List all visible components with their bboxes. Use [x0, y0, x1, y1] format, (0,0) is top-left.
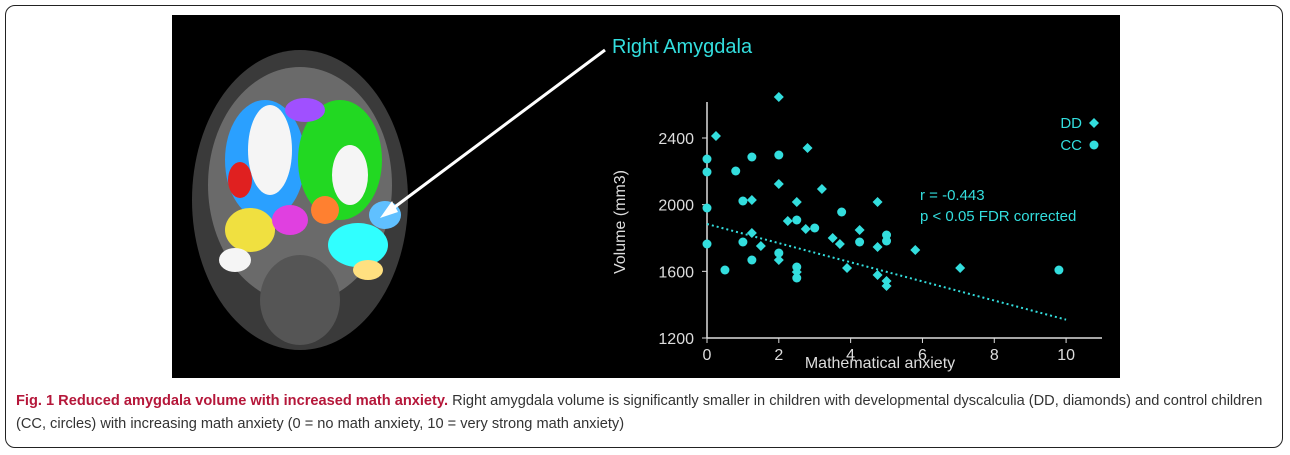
x-tick-label: 10	[1057, 347, 1075, 364]
circle-point	[747, 153, 756, 162]
circle-point	[703, 155, 712, 164]
brain-image	[192, 50, 408, 350]
circle-point	[774, 151, 783, 160]
circle-point	[703, 168, 712, 177]
circle-point	[738, 238, 747, 247]
caption: Fig. 1 Reduced amygdala volume with incr…	[16, 390, 1278, 436]
x-tick-label: 0	[703, 347, 712, 364]
circle-point	[1054, 266, 1063, 275]
circle-point	[855, 238, 864, 247]
chart: Right Amygdala Mathematical anxiety Volu…	[0, 0, 1290, 455]
x-tick-label: 4	[846, 347, 855, 364]
y-tick-label: 2000	[658, 198, 694, 215]
x-tick-label: 8	[990, 347, 999, 364]
legend-label: CC	[1060, 137, 1082, 154]
circle-point	[731, 167, 740, 176]
circle-point	[738, 197, 747, 206]
y-tick-label: 1600	[658, 264, 694, 281]
page: {"chart_data": {"type": "scatter", "titl…	[0, 0, 1290, 455]
annotation: p < 0.05 FDR corrected	[920, 208, 1076, 225]
x-tick-label: 2	[774, 347, 783, 364]
circle-point	[774, 249, 783, 258]
x-tick-label: 6	[918, 347, 927, 364]
circle-point	[882, 237, 891, 246]
circle-point	[720, 266, 729, 275]
legend-label: DD	[1060, 115, 1082, 132]
circle-point	[792, 274, 801, 283]
circle-point	[792, 263, 801, 272]
circle-point	[703, 240, 712, 249]
x-axis-label: Mathematical anxiety	[805, 355, 955, 372]
y-tick-label: 1200	[658, 331, 694, 348]
y-axis-label: Volume (mm3)	[612, 170, 629, 274]
chart-title: Right Amygdala	[612, 36, 753, 58]
y-tick-label: 2400	[658, 131, 694, 148]
circle-point	[703, 204, 712, 213]
caption-label: Fig. 1 Reduced amygdala volume with incr…	[16, 393, 448, 409]
circle-point	[747, 256, 756, 265]
legend-marker	[1090, 141, 1099, 150]
annotation: r = -0.443	[920, 187, 985, 204]
circle-point	[837, 208, 846, 217]
circle-point	[810, 224, 819, 233]
circle-point	[792, 216, 801, 225]
